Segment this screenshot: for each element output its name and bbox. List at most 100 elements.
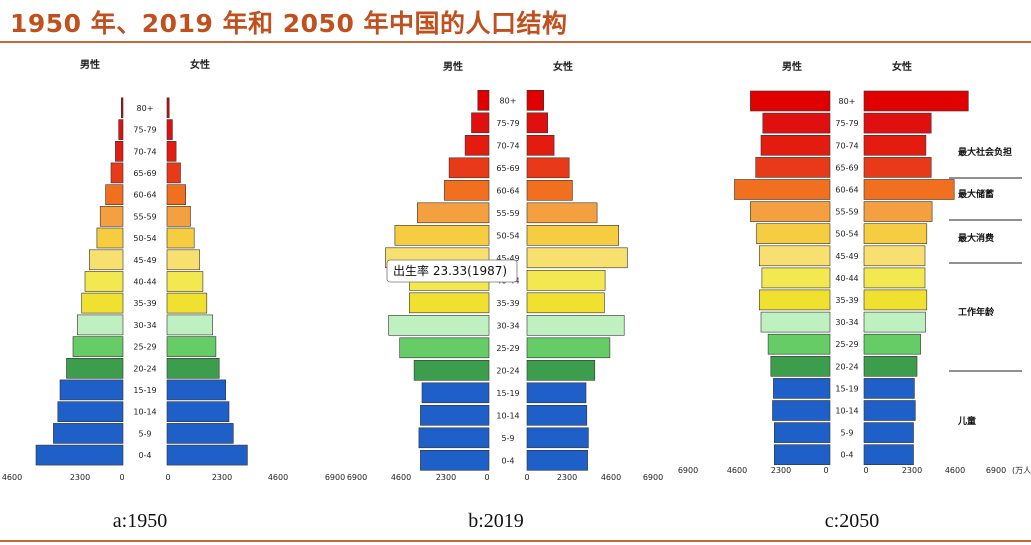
x-tick-label: 4600 xyxy=(727,466,747,475)
bar-female-40-44 xyxy=(166,271,204,292)
age-label: 60-64 xyxy=(133,191,156,200)
bar-female-40-44 xyxy=(863,267,926,289)
age-label: 45-49 xyxy=(835,252,858,261)
age-label: 30-34 xyxy=(835,318,858,327)
bar-male-35-39 xyxy=(758,289,831,311)
bar-female-0-4 xyxy=(526,449,588,471)
age-label: 10-14 xyxy=(835,407,858,416)
chart-caption: c:2050 xyxy=(825,510,879,532)
x-tick-label: 4600 xyxy=(2,473,22,482)
bar-female-5-9 xyxy=(526,427,589,449)
age-label: 15-19 xyxy=(835,384,858,393)
bar-male-15-19 xyxy=(59,379,124,401)
bar-female-15-19 xyxy=(166,379,227,401)
bar-female-30-34 xyxy=(863,311,926,333)
x-tick-label: 6900 xyxy=(678,466,698,475)
bar-female-25-29 xyxy=(863,333,921,355)
bar-female-80+ xyxy=(863,90,969,112)
bar-female-75-79 xyxy=(166,119,173,140)
bar-male-5-9 xyxy=(773,422,831,443)
x-tick-label: 2300 xyxy=(70,473,90,482)
bar-female-55-59 xyxy=(526,202,598,224)
female-label: 女性 xyxy=(892,60,912,73)
bar-male-45-49 xyxy=(89,249,124,271)
age-label: 70-74 xyxy=(133,147,156,156)
age-label: 5-9 xyxy=(138,429,151,438)
age-group-annotation: 工作年龄 xyxy=(958,306,995,318)
age-label: 10-14 xyxy=(496,411,519,420)
x-tick-label: 6900 xyxy=(347,473,367,482)
bar-female-35-39 xyxy=(863,289,928,311)
bar-male-25-29 xyxy=(72,336,124,357)
bar-male-80+ xyxy=(477,90,490,111)
bar-male-0-4 xyxy=(773,444,831,466)
age-label: 35-39 xyxy=(496,299,519,308)
bar-male-55-59 xyxy=(416,202,490,224)
bar-female-25-29 xyxy=(166,336,217,357)
bar-female-50-54 xyxy=(863,223,928,244)
age-label: 25-29 xyxy=(835,340,858,349)
bar-male-0-4 xyxy=(420,449,490,471)
male-label: 男性 xyxy=(782,60,802,73)
bar-male-30-34 xyxy=(77,314,124,336)
bar-female-35-39 xyxy=(166,292,208,314)
age-label: 30-34 xyxy=(496,321,519,330)
age-group-annotation: 最大社会负担 xyxy=(958,146,1012,158)
bar-female-5-9 xyxy=(166,423,234,444)
bar-male-65-69 xyxy=(448,157,490,179)
female-label: 女性 xyxy=(190,58,210,71)
bar-female-45-49 xyxy=(166,249,200,271)
age-label: 70-74 xyxy=(835,141,858,150)
age-label: 50-54 xyxy=(496,231,519,240)
bar-female-20-24 xyxy=(526,359,596,381)
bar-male-50-54 xyxy=(756,223,831,244)
age-label: 15-19 xyxy=(496,389,519,398)
age-label: 65-69 xyxy=(496,164,519,173)
x-tick-label: 0 xyxy=(524,473,529,482)
age-label: 80+ xyxy=(500,96,517,105)
bar-male-10-14 xyxy=(420,404,490,426)
age-label: 55-59 xyxy=(835,208,858,217)
bar-male-5-9 xyxy=(418,427,490,449)
x-tick-label: 2300 xyxy=(771,466,791,475)
age-label: 0-4 xyxy=(840,451,853,460)
bar-female-25-29 xyxy=(526,337,611,359)
page-title: 1950 年、2019 年和 2050 年中国的人口结构 xyxy=(10,9,568,38)
age-label: 50-54 xyxy=(133,234,156,243)
unit-label: (万人) xyxy=(1012,466,1031,475)
x-tick-label: 4600 xyxy=(601,473,621,482)
chart-caption: b:2019 xyxy=(468,510,524,532)
bar-male-20-24 xyxy=(770,355,831,377)
age-label: 55-59 xyxy=(496,209,519,218)
bar-male-65-69 xyxy=(755,157,831,178)
x-tick-label: 6900 xyxy=(643,473,663,482)
bar-male-15-19 xyxy=(421,382,490,404)
age-label: 5-9 xyxy=(501,434,514,443)
x-tick-label: 0 xyxy=(863,466,868,475)
bar-female-35-39 xyxy=(526,292,605,314)
bar-male-70-74 xyxy=(115,141,124,162)
age-label: 35-39 xyxy=(835,296,858,305)
bar-female-70-74 xyxy=(863,135,927,156)
x-tick-label: 4600 xyxy=(268,473,288,482)
age-label: 10-14 xyxy=(133,408,156,417)
bar-male-60-64 xyxy=(105,184,124,205)
bar-female-70-74 xyxy=(526,135,555,156)
bar-male-35-39 xyxy=(408,292,490,314)
bar-female-15-19 xyxy=(863,378,915,399)
bar-female-65-69 xyxy=(863,157,932,178)
age-label: 80+ xyxy=(137,104,154,113)
bar-female-30-34 xyxy=(166,314,214,336)
age-label: 45-49 xyxy=(133,256,156,265)
bar-male-40-44 xyxy=(761,267,831,289)
title-divider xyxy=(0,41,1031,43)
bar-female-10-14 xyxy=(166,401,230,423)
bar-male-25-29 xyxy=(767,333,831,355)
x-tick-label: 4600 xyxy=(391,473,411,482)
age-group-annotation: 最大消费 xyxy=(958,232,994,244)
male-label: 男性 xyxy=(443,60,463,73)
bar-male-75-79 xyxy=(118,119,124,140)
bar-male-20-24 xyxy=(66,357,124,379)
x-tick-label: 6900 xyxy=(325,473,345,482)
